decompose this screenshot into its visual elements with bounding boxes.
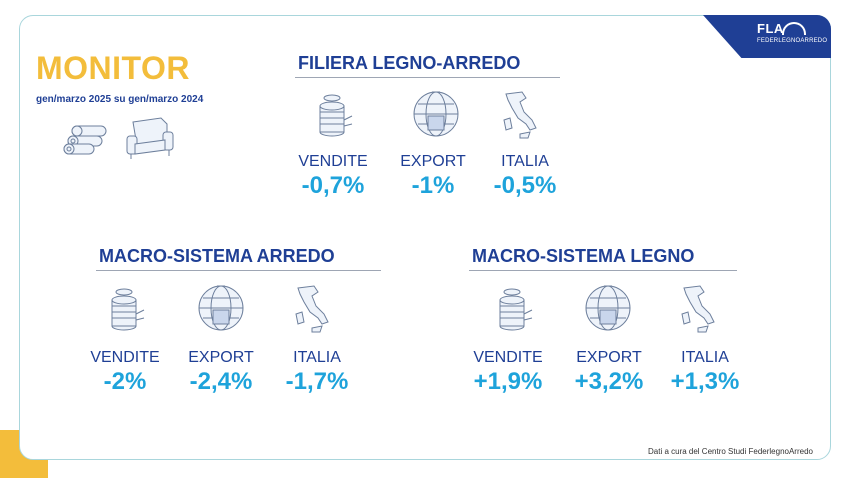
metric-label-export: EXPORT [188,349,254,366]
wood-logs-icon [63,125,107,155]
globe-export-icon [585,285,631,331]
globe-export-icon [198,285,244,331]
section-underline [96,270,381,271]
metric-label-italia: ITALIA [501,153,549,170]
metric-value-export: +3,2% [574,368,644,395]
globe-export-icon [413,91,459,137]
metric-label-italia: ITALIA [681,349,729,366]
metric-value-vendite: +1,9% [473,368,543,395]
logo-arc-icon [782,22,806,35]
metric-value-vendite: -0,7% [301,172,365,199]
italy-map-icon [295,285,329,333]
metric-value-italia: -0,5% [493,172,557,199]
logo-text: FLA [757,21,784,36]
italy-map-icon [503,91,537,139]
metric-value-vendite: -2% [103,368,147,395]
metric-label-vendite: VENDITE [473,349,543,366]
metric-label-vendite: VENDITE [298,153,368,170]
metric-value-italia: -1,7% [285,368,349,395]
section-title-arredo: MACRO-SISTEMA ARREDO [99,246,335,266]
source-footnote: Dati a cura del Centro Studi FederlegnoA… [648,447,813,456]
italy-map-icon [681,285,715,333]
section-underline [469,270,737,271]
page-title: MONITOR [36,50,191,86]
metric-value-export: -2,4% [189,368,253,395]
metric-value-italia: +1,3% [670,368,740,395]
section-title-legno: MACRO-SISTEMA LEGNO [472,246,695,266]
infographic-card [19,15,831,460]
coins-stack-icon [111,288,145,331]
metric-label-italia: ITALIA [293,349,341,366]
metric-value-export: -1% [411,172,455,199]
coins-stack-icon [499,288,533,331]
metric-label-export: EXPORT [576,349,642,366]
metric-label-vendite: VENDITE [90,349,160,366]
period-subtitle: gen/marzo 2025 su gen/marzo 2024 [36,94,204,105]
armchair-icon [126,117,174,159]
logo-subtext: FEDERLEGNOARREDO [757,38,828,44]
section-underline [295,77,560,78]
metric-label-export: EXPORT [400,153,466,170]
section-title-filiera: FILIERA LEGNO-ARREDO [298,53,521,73]
coins-stack-icon [319,94,353,137]
